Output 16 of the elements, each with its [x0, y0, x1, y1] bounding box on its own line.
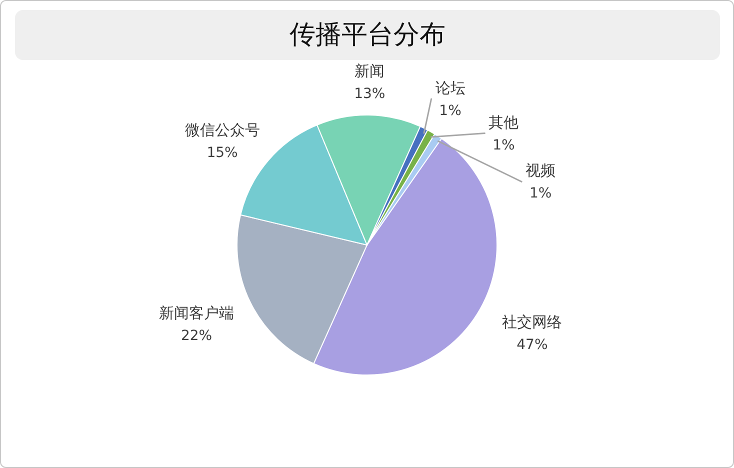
data-label: 1% — [492, 137, 515, 154]
slice-label: 新闻 — [354, 62, 385, 80]
slice-label: 其他 — [488, 113, 519, 132]
slice-label: 社交网络 — [502, 312, 562, 331]
slice-label: 新闻客户端 — [159, 304, 234, 322]
data-label: 1% — [439, 103, 462, 120]
data-label: 47% — [516, 336, 548, 353]
slice-label: 微信公众号 — [184, 121, 260, 140]
data-label: 22% — [180, 328, 212, 344]
data-label: 1% — [529, 186, 552, 202]
slice-label: 视频 — [526, 162, 556, 180]
title-banner: 传播平台分布 — [15, 10, 720, 60]
data-label: 15% — [206, 145, 238, 162]
chart-title: 传播平台分布 — [290, 20, 446, 50]
slice-label: 论坛 — [435, 79, 466, 98]
data-label: 13% — [354, 86, 386, 102]
